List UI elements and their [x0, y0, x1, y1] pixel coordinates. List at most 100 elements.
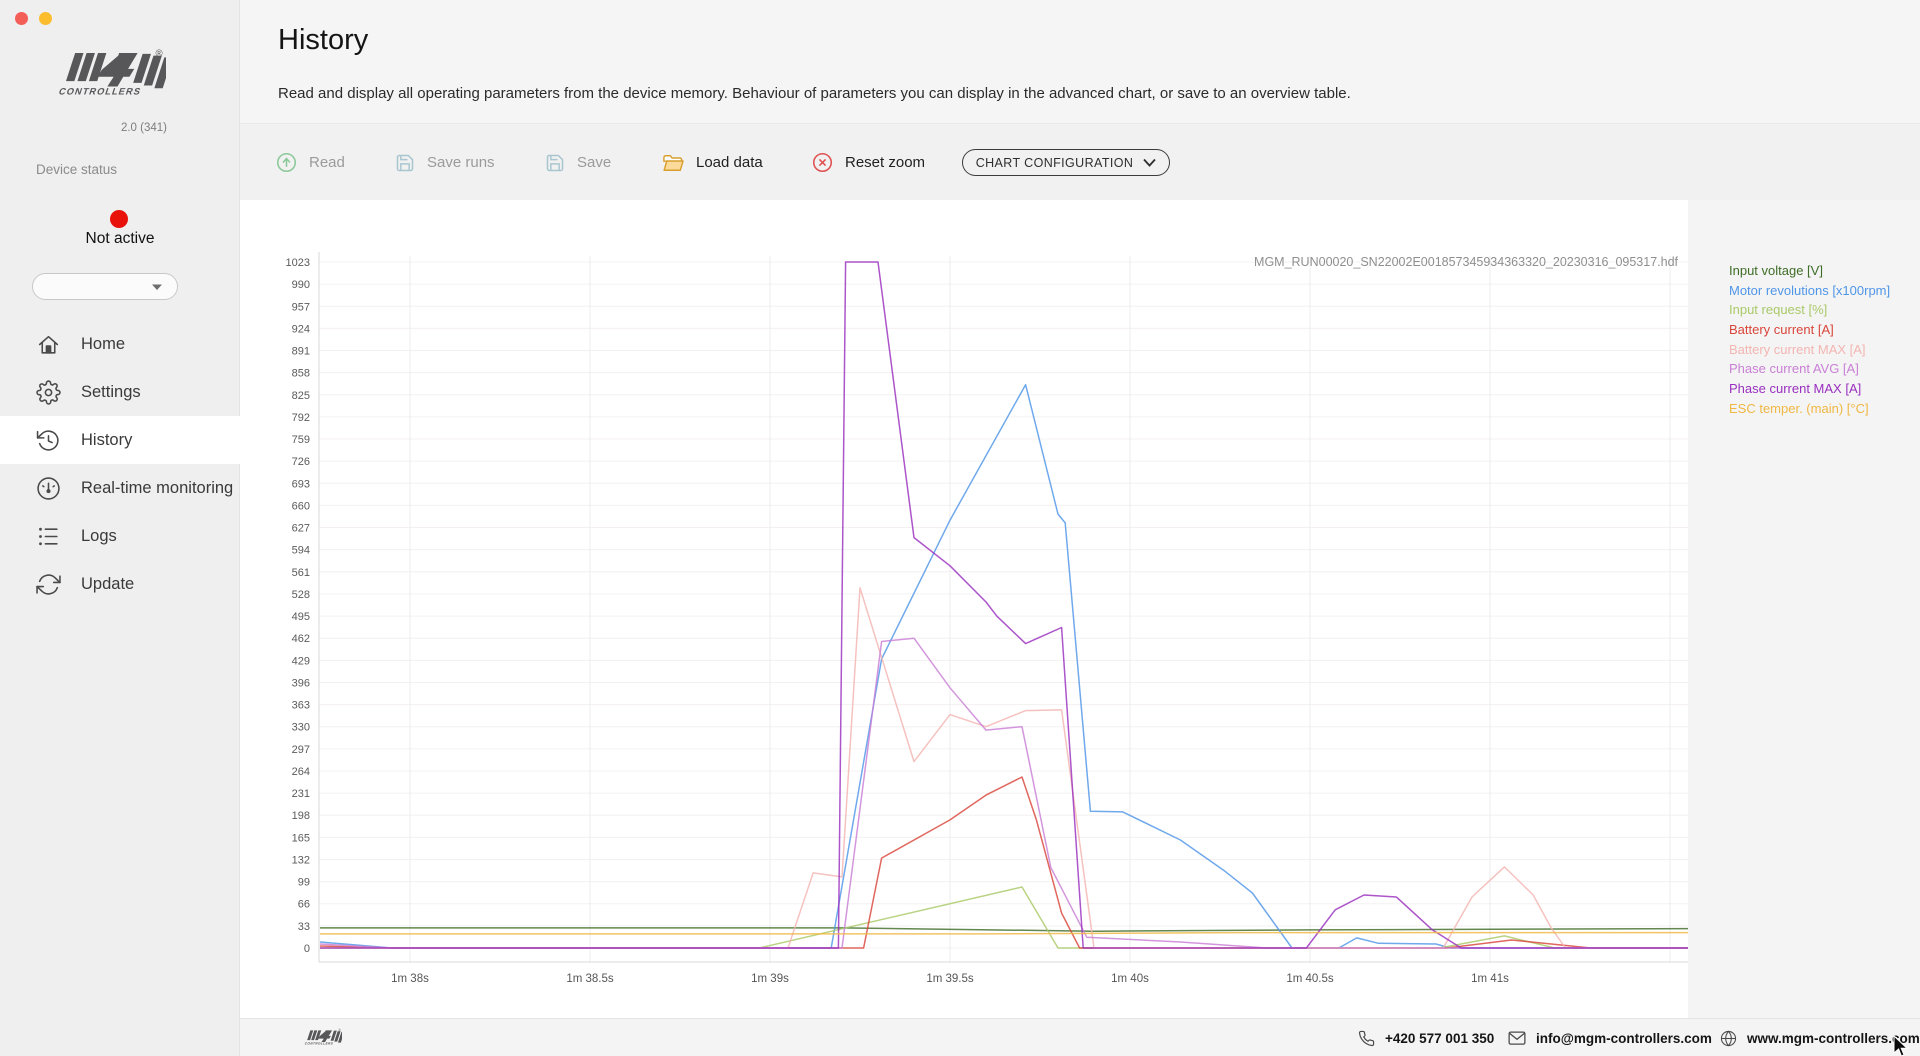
sidebar-item-home[interactable]: Home [0, 320, 240, 368]
sidebar-item-update[interactable]: Update [0, 560, 240, 608]
footer-website-text: www.mgm-controllers.com [1747, 1030, 1920, 1046]
svg-text:693: 693 [292, 478, 310, 490]
page-header: History Read and display all operating p… [240, 0, 1920, 123]
window-controls [15, 12, 52, 25]
footer-email[interactable]: info@mgm-controllers.com [1508, 1019, 1712, 1056]
series-line [320, 927, 1688, 932]
app-version: 2.0 (341) [120, 122, 167, 134]
legend-item[interactable]: ESC temper. (main) [°C] [1729, 400, 1869, 416]
chevron-down-icon [152, 284, 162, 290]
save-button[interactable]: Save [545, 124, 611, 201]
list-icon [39, 527, 58, 545]
svg-text:561: 561 [292, 567, 310, 579]
series-line [320, 886, 1688, 949]
arrow-up-circle-icon [276, 152, 297, 173]
footer-email-text: info@mgm-controllers.com [1536, 1030, 1712, 1046]
sidebar-item-logs[interactable]: Logs [0, 512, 240, 560]
sidebar-item-label: History [81, 430, 133, 449]
svg-text:1m 39.5s: 1m 39.5s [926, 973, 974, 985]
svg-text:99: 99 [298, 877, 310, 889]
series-line [320, 931, 1688, 935]
gear-icon [36, 379, 61, 405]
save-runs-label: Save runs [427, 154, 495, 171]
svg-text:495: 495 [292, 611, 310, 623]
legend-item[interactable]: Motor revolutions [x100rpm] [1729, 282, 1891, 298]
close-button[interactable] [15, 12, 28, 25]
mgm-logo [34, 44, 166, 106]
mouse-cursor [1893, 1036, 1909, 1056]
svg-text:396: 396 [292, 677, 310, 689]
svg-text:990: 990 [292, 279, 310, 291]
read-label: Read [309, 154, 345, 171]
x-circle-icon [812, 152, 833, 173]
svg-text:891: 891 [292, 346, 310, 358]
series-line [320, 587, 1688, 949]
minimize-button[interactable] [39, 12, 52, 25]
footer-phone[interactable]: +420 577 001 350 [1358, 1019, 1494, 1056]
sidebar-nav: Home Settings History Real-time monitoring L… [0, 320, 240, 608]
sidebar-item-label: Update [81, 574, 135, 593]
chart-configuration-button[interactable]: CHART CONFIGURATION [962, 149, 1170, 176]
svg-text:33: 33 [298, 921, 310, 933]
device-status-label: Device status [36, 162, 118, 177]
series-line [320, 261, 1688, 949]
save-runs-button[interactable]: Save runs [395, 124, 495, 201]
svg-text:528: 528 [292, 589, 310, 601]
toolbar: Read Save runs Save Load data [240, 123, 1920, 200]
legend-item[interactable]: Input voltage [V] [1729, 263, 1823, 278]
svg-text:1m 38.5s: 1m 38.5s [566, 973, 614, 985]
page-title: History [278, 24, 369, 56]
chevron-down-icon [1143, 158, 1156, 167]
svg-text:792: 792 [292, 412, 310, 424]
load-data-button[interactable]: Load data [662, 124, 763, 201]
series-line [319, 776, 1688, 949]
status-dot [110, 210, 128, 228]
svg-text:1m 38s: 1m 38s [391, 973, 429, 985]
svg-text:1m 39s: 1m 39s [751, 973, 789, 985]
svg-text:1m 41s: 1m 41s [1471, 973, 1509, 985]
sidebar-item-history[interactable]: History [0, 416, 240, 464]
folder-open-icon [663, 154, 684, 171]
status-text: Not active [85, 230, 155, 247]
svg-text:66: 66 [298, 899, 310, 911]
load-data-label: Load data [696, 154, 763, 171]
legend-item[interactable]: Battery current [A] [1729, 322, 1834, 338]
history-clock-icon [36, 429, 59, 451]
page-description: Read and display all operating parameter… [278, 85, 1351, 102]
floppy-icon [396, 154, 414, 171]
legend-item[interactable]: Battery current MAX [A] [1729, 341, 1866, 357]
svg-text:825: 825 [292, 390, 310, 402]
chart-legend: Input voltage [V] Motor revolutions [x100… [1688, 200, 1920, 1018]
reset-zoom-button[interactable]: Reset zoom [812, 124, 925, 201]
sidebar-item-settings[interactable]: Settings [0, 368, 240, 416]
sidebar-item-real-time-monitoring[interactable]: Real-time monitoring [0, 464, 240, 512]
legend-item[interactable]: Phase current AVG [A] [1729, 361, 1859, 377]
sidebar: 2.0 (341) Device status Not active Home S… [0, 0, 240, 1056]
svg-text:330: 330 [292, 722, 310, 734]
legend-item[interactable]: Input request [%] [1729, 302, 1828, 318]
legend-item[interactable]: Phase current MAX [A] [1729, 381, 1862, 397]
sidebar-item-label: Settings [81, 382, 141, 401]
svg-text:1m 40.5s: 1m 40.5s [1286, 973, 1334, 985]
footer-logo [296, 1027, 342, 1049]
svg-text:660: 660 [292, 500, 310, 512]
footer-website[interactable]: www.mgm-controllers.com [1720, 1019, 1920, 1056]
device-select[interactable] [32, 273, 178, 300]
svg-text:594: 594 [292, 545, 310, 557]
series-line [319, 383, 1688, 949]
svg-text:429: 429 [292, 655, 310, 667]
svg-text:462: 462 [292, 633, 310, 645]
main-area: History Read and display all operating p… [240, 0, 1920, 1056]
svg-text:363: 363 [292, 700, 310, 712]
reset-zoom-label: Reset zoom [845, 154, 926, 171]
chart-plot[interactable]: 0 33 66 99 132 165 198 231 264 297 330 363 396 429 462… [240, 200, 1688, 1018]
svg-text:264: 264 [292, 766, 310, 778]
floppy-icon [546, 154, 564, 171]
svg-text:1m 40s: 1m 40s [1111, 973, 1149, 985]
read-button[interactable]: Read [276, 124, 345, 201]
svg-text:231: 231 [292, 788, 310, 800]
gauge-icon [37, 476, 60, 500]
svg-text:1023: 1023 [286, 257, 310, 269]
svg-text:297: 297 [292, 744, 310, 756]
